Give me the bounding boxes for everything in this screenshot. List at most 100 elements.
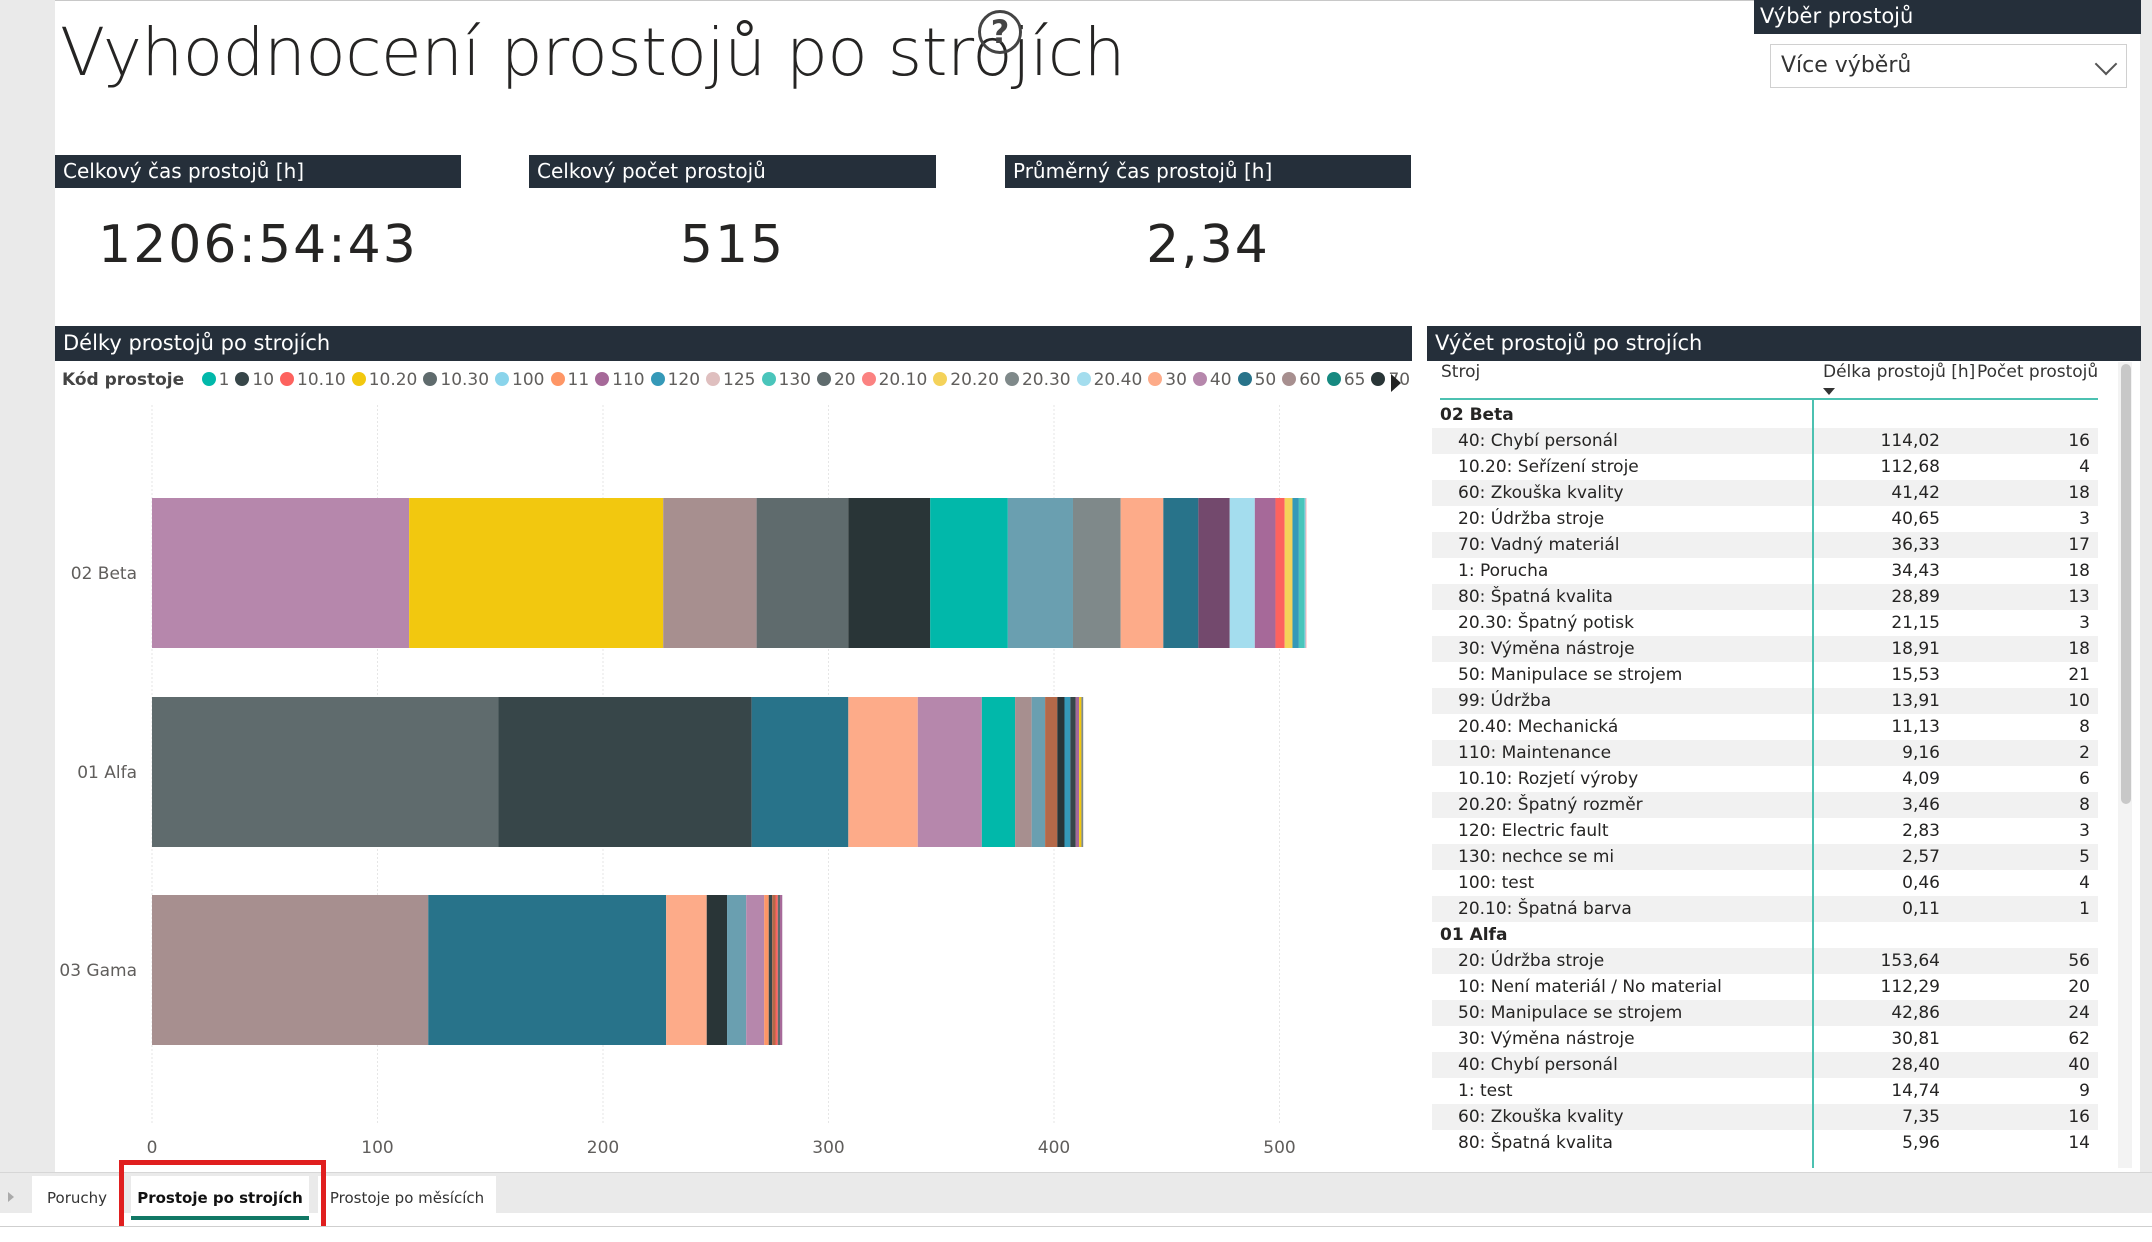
column-header-count[interactable]: Počet prostojů (1977, 362, 2099, 382)
table-row[interactable]: 50: Manipulace se strojem 42,86 24 (1432, 1000, 2098, 1026)
bar-segment[interactable] (409, 498, 664, 648)
table-row[interactable]: 80: Špatná kvalita 28,89 13 (1432, 584, 2098, 610)
legend-item[interactable]: 10.30 (423, 370, 489, 390)
tab-nav-icon[interactable] (8, 1192, 14, 1202)
legend-item[interactable]: 65 (1326, 370, 1365, 390)
bar-segment[interactable] (666, 895, 707, 1045)
legend-item[interactable]: 20.20 (933, 370, 999, 390)
bar-segment[interactable] (1081, 697, 1084, 847)
bar-segment[interactable] (1072, 498, 1121, 648)
table-row[interactable]: 10.20: Seřízení stroje 112,68 4 (1432, 454, 2098, 480)
legend-item[interactable]: 120 (650, 370, 700, 390)
table-row[interactable]: 20: Údržba stroje 40,65 3 (1432, 506, 2098, 532)
table-row[interactable]: 40: Chybí personál 28,40 40 (1432, 1052, 2098, 1078)
table-row[interactable]: 110: Maintenance 9,16 2 (1432, 740, 2098, 766)
table-row[interactable]: 99: Údržba 13,91 10 (1432, 688, 2098, 714)
table-row[interactable]: 20.10: Špatná barva 0,11 1 (1432, 896, 2098, 922)
bar-segment[interactable] (706, 895, 728, 1045)
bar-segment[interactable] (428, 895, 667, 1045)
table-row[interactable]: 60: Zkouška kvality 7,35 16 (1432, 1104, 2098, 1130)
table-row[interactable]: 10: Není materiál / No material 112,29 20 (1432, 974, 2098, 1000)
legend-item[interactable]: 20 (816, 370, 856, 390)
table-row[interactable]: 120: Electric fault 2,83 3 (1432, 818, 2098, 844)
legend-item[interactable]: 60 (1282, 370, 1321, 390)
table-row[interactable]: 1: test 14,74 9 (1432, 1078, 2098, 1104)
bar-segment[interactable] (848, 498, 931, 648)
bar-segment[interactable] (498, 697, 752, 847)
bar-segment[interactable] (746, 895, 765, 1045)
table-row[interactable]: 130: nechce se mi 2,57 5 (1432, 844, 2098, 870)
table-row[interactable]: 10.10: Rozjetí výroby 4,09 6 (1432, 766, 2098, 792)
legend-item[interactable]: 110 (595, 370, 645, 390)
table-row[interactable]: 50: Manipulace se strojem 15,53 21 (1432, 662, 2098, 688)
table-row[interactable]: 70: Vadný materiál 36,33 17 (1432, 532, 2098, 558)
bar-segment[interactable] (152, 697, 499, 847)
legend-item[interactable]: 11 (550, 370, 589, 390)
tab-prostoje-po-mesicich[interactable]: Prostoje po měsících (318, 1176, 496, 1220)
column-header-machine[interactable]: Stroj (1441, 362, 1481, 382)
bar-segment[interactable] (777, 895, 781, 1045)
legend-item[interactable]: 125 (706, 370, 756, 390)
bar-segment[interactable] (1292, 498, 1299, 648)
bar-segment[interactable] (1031, 697, 1046, 847)
bar-segment[interactable] (1057, 697, 1065, 847)
bar-segment[interactable] (1075, 697, 1080, 847)
bar-segment[interactable] (1079, 697, 1082, 847)
bar-segment[interactable] (727, 895, 747, 1045)
bar-segment[interactable] (663, 498, 757, 648)
table-group-row[interactable]: 02 Beta (1432, 402, 2098, 428)
table-row[interactable]: 20.30: Špatný potisk 21,15 3 (1432, 610, 2098, 636)
table-row[interactable]: 80: Špatná kvalita 5,96 14 (1432, 1130, 2098, 1156)
bar-segment[interactable] (1045, 697, 1058, 847)
table-row[interactable]: 1: Porucha 34,43 18 (1432, 558, 2098, 584)
table-row[interactable]: 20.20: Špatný rozměr 3,46 8 (1432, 792, 2098, 818)
bar-segment[interactable] (152, 498, 410, 648)
bar-segment[interactable] (1229, 498, 1255, 648)
legend-item[interactable]: 10 (235, 370, 274, 390)
table-row[interactable]: 60: Zkouška kvality 41,42 18 (1432, 480, 2098, 506)
legend-item[interactable]: 1 (201, 370, 229, 390)
legend-item[interactable]: 50 (1237, 370, 1276, 390)
column-header-length[interactable]: Délka prostojů [h] (1823, 362, 1976, 382)
bar-segment[interactable] (1254, 498, 1276, 648)
tab-poruchy[interactable]: Poruchy (32, 1176, 122, 1220)
bar-segment[interactable] (152, 895, 429, 1045)
bar-segment[interactable] (1007, 498, 1073, 648)
legend-item[interactable]: 10.10 (280, 370, 346, 390)
bar-segment[interactable] (751, 697, 849, 847)
bar-segment[interactable] (1298, 498, 1305, 648)
bar-segment[interactable] (917, 697, 982, 847)
table-row[interactable]: 20.40: Mechanická 11,13 8 (1432, 714, 2098, 740)
table-row[interactable]: 100: test 0,46 4 (1432, 870, 2098, 896)
question-circle-icon[interactable]: ? (978, 10, 1022, 54)
bar-segment[interactable] (1064, 697, 1071, 847)
bar-segment[interactable] (756, 498, 849, 648)
bar-segment[interactable] (764, 895, 769, 1045)
bar-segment[interactable] (1120, 498, 1164, 648)
table-group-row[interactable]: 01 Alfa (1432, 922, 2098, 948)
legend-item[interactable]: 10.20 (351, 370, 417, 390)
tab-prostoje-po-strojich[interactable]: Prostoje po strojích (131, 1176, 309, 1220)
bar-segment[interactable] (768, 895, 773, 1045)
bar-segment[interactable] (772, 895, 776, 1045)
legend-item[interactable]: 20.40 (1076, 370, 1142, 390)
legend-item[interactable]: 130 (761, 370, 811, 390)
bar-segment[interactable] (981, 697, 1016, 847)
bar-segment[interactable] (780, 895, 783, 1045)
table-row[interactable]: 40: Chybí personál 114,02 16 (1432, 428, 2098, 454)
bar-segment[interactable] (1198, 498, 1230, 648)
table-row[interactable]: 20: Údržba stroje 153,64 56 (1432, 948, 2098, 974)
bar-segment[interactable] (1070, 697, 1076, 847)
bar-segment[interactable] (1163, 498, 1199, 648)
table-row[interactable]: 30: Výměna nástroje 30,81 62 (1432, 1026, 2098, 1052)
bar-segment[interactable] (1305, 498, 1307, 648)
legend-next-arrow-icon[interactable] (1391, 374, 1401, 392)
bar-segment[interactable] (775, 895, 778, 1045)
legend-item[interactable]: 20.10 (861, 370, 927, 390)
legend-item[interactable]: 30 (1148, 370, 1187, 390)
bar-segment[interactable] (1275, 498, 1285, 648)
bar-segment[interactable] (1015, 697, 1032, 847)
table-row[interactable]: 30: Výměna nástroje 18,91 18 (1432, 636, 2098, 662)
table-scrollbar-thumb[interactable] (2121, 364, 2131, 804)
bar-segment[interactable] (1284, 498, 1293, 648)
